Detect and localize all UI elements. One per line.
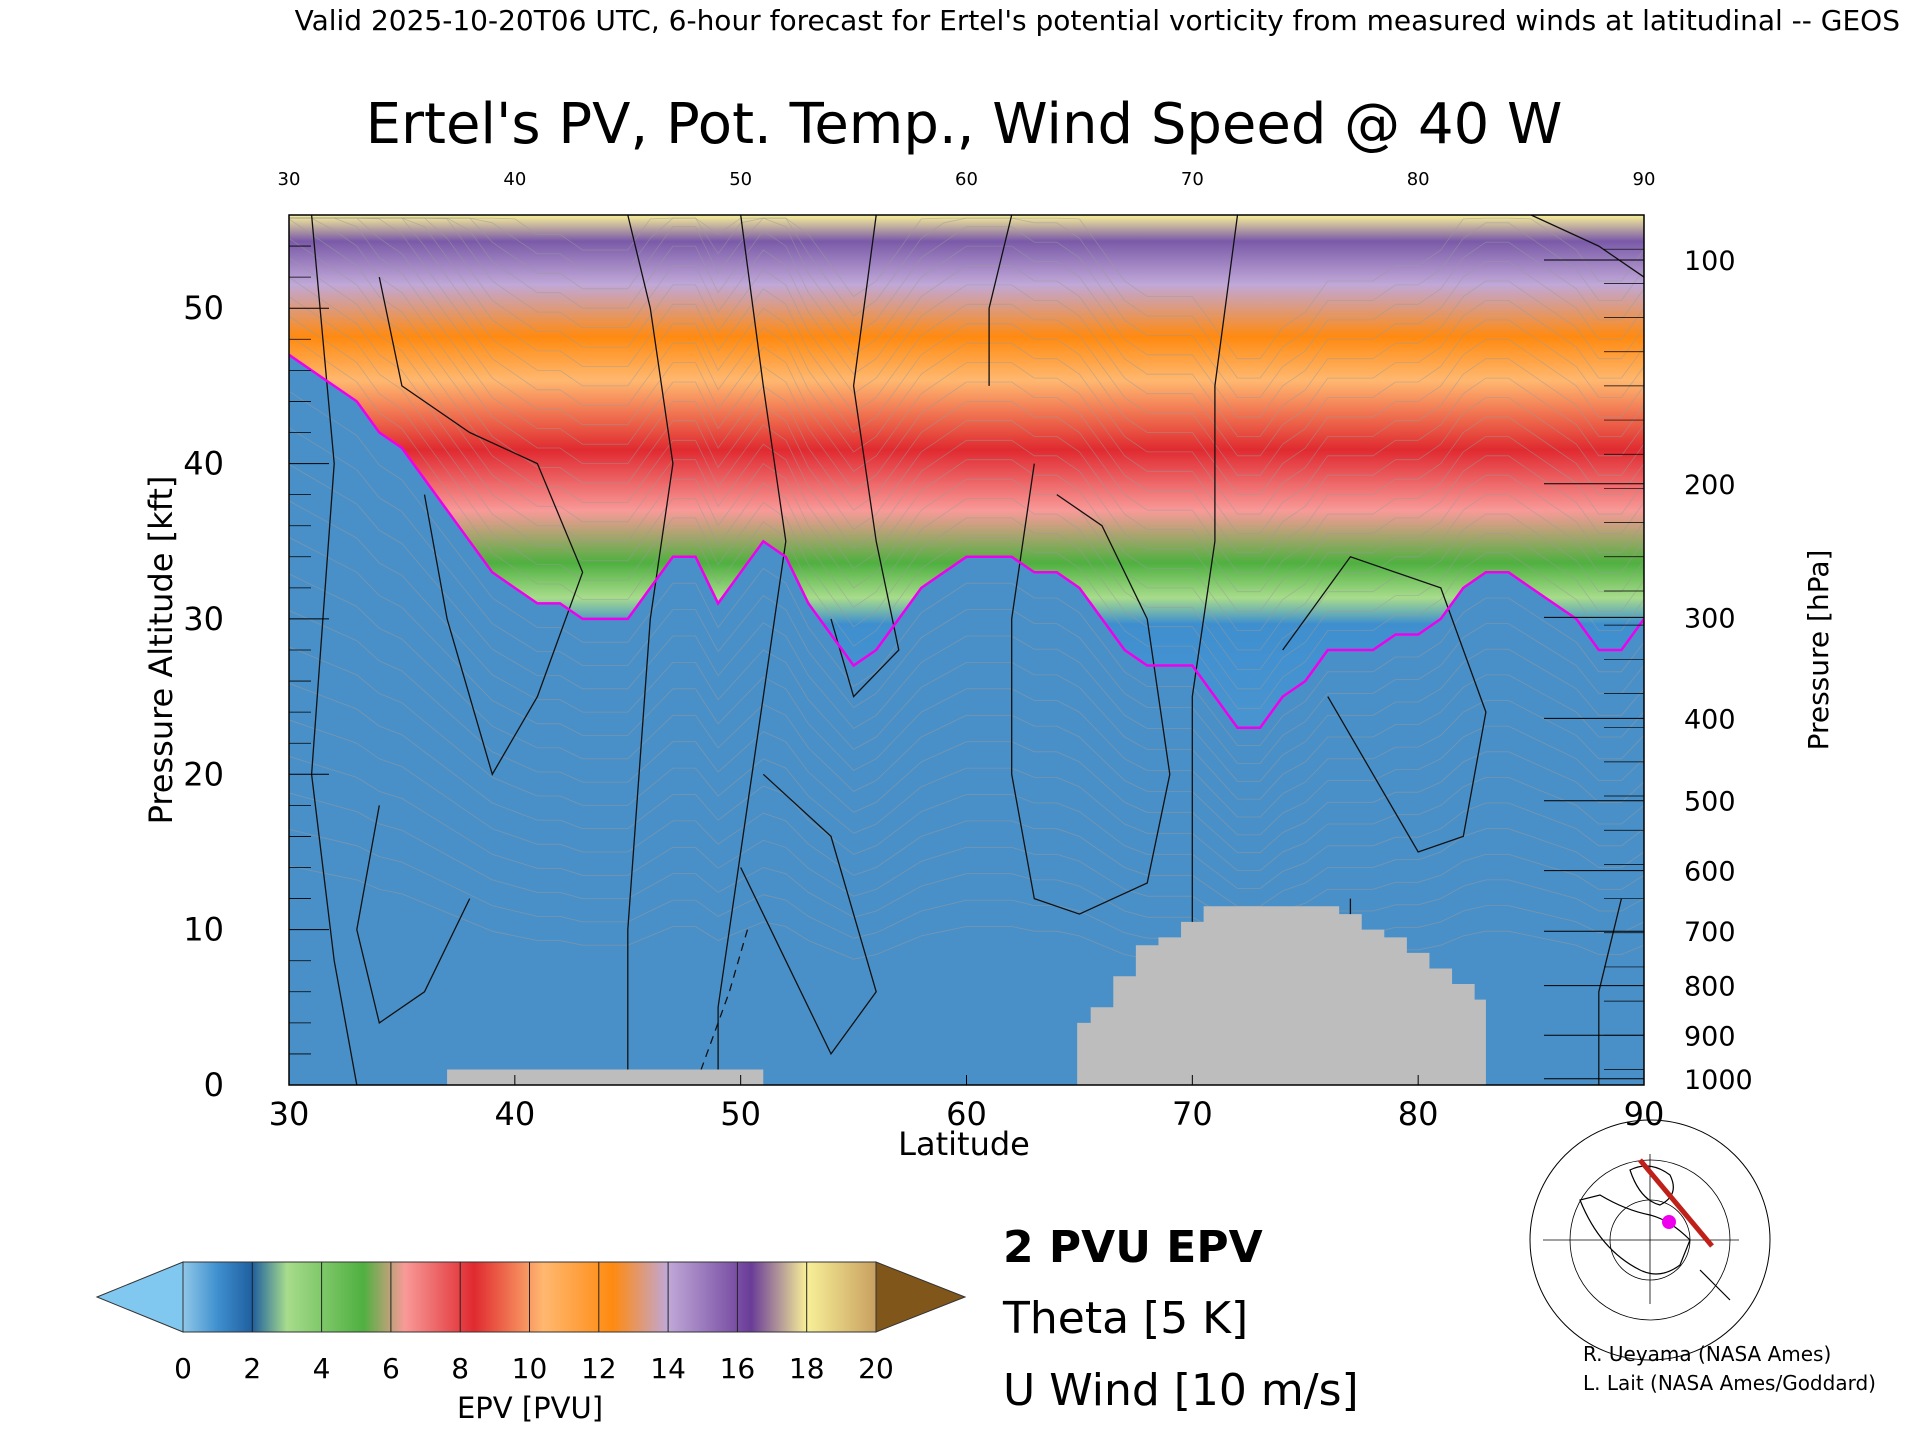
- colorbar-high-arrow: [875, 1261, 967, 1333]
- theta-contours: [289, 217, 1644, 979]
- map-marker: [1662, 1215, 1676, 1229]
- plot-area: [289, 215, 1644, 1085]
- legend-pvu: 2 PVU EPV: [1003, 1222, 1263, 1273]
- x-top-tick-label: 50: [729, 169, 752, 190]
- credit-2: L. Lait (NASA Ames/Goddard): [1583, 1371, 1876, 1395]
- x-tick-label: 90: [1624, 1095, 1665, 1133]
- cross-section-track: [1638, 1158, 1714, 1248]
- x-top-tick-label: 40: [503, 169, 526, 190]
- colorbar: 0 2 4 6 8 10 12 14 16 18 20 EPV [PVU]: [95, 1261, 967, 1425]
- y-tick-label: 20: [183, 755, 224, 793]
- legend-wind: U Wind [10 m/s]: [1003, 1365, 1359, 1416]
- y-tick-label: 50: [183, 289, 224, 327]
- x-tick-label: 70: [1172, 1095, 1213, 1133]
- chart-title: Ertel's PV, Pot. Temp., Wind Speed @ 40 …: [366, 92, 1563, 157]
- location-map: [1529, 1119, 1771, 1361]
- x-top-tick-label: 90: [1633, 169, 1656, 190]
- y-axis-label: Pressure Altitude [kft]: [142, 476, 180, 825]
- pressure-tick-label: 200: [1684, 470, 1736, 501]
- x-top-tick-label: 30: [278, 169, 301, 190]
- credit-1: R. Ueyama (NASA Ames): [1583, 1342, 1831, 1366]
- colorbar-tick-label: 2: [243, 1352, 261, 1385]
- pressure-tick-label: 1000: [1684, 1065, 1753, 1096]
- x-top-tick-label: 80: [1407, 169, 1430, 190]
- x-tick-label: 50: [720, 1095, 761, 1133]
- colorbar-tick-label: 4: [313, 1352, 331, 1385]
- colorbar-tick-label: 10: [512, 1352, 548, 1385]
- colorbar-tick-label: 14: [650, 1352, 686, 1385]
- colorbar-tick-label: 18: [789, 1352, 825, 1385]
- y-tick-label: 0: [204, 1066, 224, 1104]
- pressure-tick-label: 100: [1684, 246, 1736, 277]
- x-tick-label: 80: [1398, 1095, 1439, 1133]
- terrain-mask: [447, 906, 1486, 1085]
- x-top-tick-label: 60: [955, 169, 978, 190]
- axes: 3030404050506060707080809090010203040501…: [183, 169, 1752, 1133]
- y2-axis-label: Pressure [hPa]: [1802, 550, 1835, 751]
- tropopause-2pvu-line: [289, 353, 1644, 729]
- x-top-tick-label: 70: [1181, 169, 1204, 190]
- colorbar-tick-label: 8: [451, 1352, 469, 1385]
- colorbar-ticks: 0 2 4 6 8 10 12 14 16 18 20: [174, 1262, 894, 1385]
- y-tick-label: 30: [183, 600, 224, 638]
- colorbar-tick-label: 6: [382, 1352, 400, 1385]
- x-tick-label: 60: [946, 1095, 987, 1133]
- colorbar-tick-label: 12: [581, 1352, 617, 1385]
- colorbar-label: EPV [PVU]: [457, 1391, 603, 1425]
- header-text: Valid 2025-10-20T06 UTC, 6-hour forecast…: [295, 4, 1900, 37]
- y-tick-label: 40: [183, 445, 224, 483]
- x-tick-label: 30: [269, 1095, 310, 1133]
- x-axis-label: Latitude: [898, 1125, 1030, 1163]
- pressure-tick-label: 800: [1684, 972, 1736, 1003]
- pressure-tick-label: 400: [1684, 704, 1736, 735]
- legend-theta: Theta [5 K]: [1002, 1293, 1248, 1344]
- colorbar-tick-label: 0: [174, 1352, 192, 1385]
- colorbar-tick-label: 20: [858, 1352, 894, 1385]
- y-tick-label: 10: [183, 911, 224, 949]
- pressure-tick-label: 600: [1684, 857, 1736, 888]
- pressure-tick-label: 900: [1684, 1021, 1736, 1052]
- colorbar-low-arrow: [95, 1261, 184, 1333]
- pressure-tick-label: 700: [1684, 917, 1736, 948]
- x-tick-label: 40: [494, 1095, 535, 1133]
- lower-pv-region: [289, 354, 1644, 1085]
- legend: 2 PVU EPV Theta [5 K] U Wind [10 m/s]: [1002, 1222, 1359, 1416]
- colorbar-tick-label: 16: [720, 1352, 756, 1385]
- pressure-tick-label: 300: [1684, 603, 1736, 634]
- pressure-tick-label: 500: [1684, 787, 1736, 818]
